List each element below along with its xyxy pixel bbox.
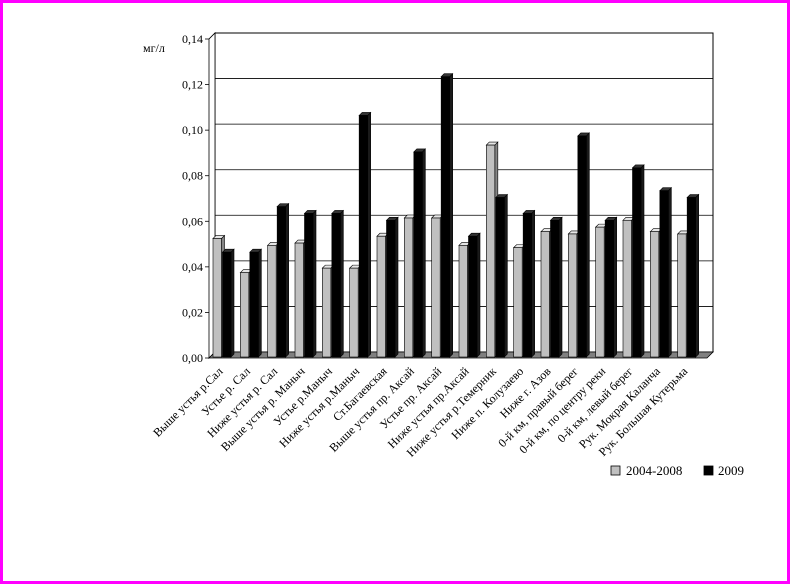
y-tick-label: 0,12 <box>182 78 203 92</box>
bar-side-1-16 <box>668 186 672 358</box>
bar-side-1-15 <box>640 164 645 358</box>
y-tick-labels: 0,00 0,02 0,04 0,06 0,08 0,10 0,12 0,14 <box>182 32 203 365</box>
bar-2004-2008-14 <box>595 226 605 358</box>
legend-label-2009: 2009 <box>718 463 744 478</box>
bar-side-1-6 <box>394 216 399 358</box>
bar-side-1-17 <box>695 193 699 358</box>
y-tick-label: 0,02 <box>182 305 203 319</box>
bar-side-1-2 <box>285 202 289 358</box>
bar-2004-2008-6 <box>376 235 386 358</box>
bar-2009-16 <box>659 190 669 358</box>
bar-side-1-9 <box>476 232 481 358</box>
bar-2004-2008-2 <box>267 245 277 358</box>
y-tick-label: 0,10 <box>182 123 203 137</box>
bar-side-1-3 <box>312 209 317 358</box>
bar-2004-2008-1 <box>240 272 250 358</box>
legend: 2004-2008 2009 <box>610 463 744 478</box>
bar-2009-13 <box>577 135 587 358</box>
bars <box>212 73 700 358</box>
bar-2009-6 <box>386 219 396 358</box>
bar-2004-2008-4 <box>322 267 332 358</box>
bar-2004-2008-0 <box>212 238 222 358</box>
bar-2009-11 <box>522 213 532 358</box>
bar-side-1-13 <box>586 132 590 358</box>
bar-2009-0 <box>222 251 232 358</box>
bar-side-1-1 <box>258 248 262 358</box>
bar-2004-2008-9 <box>458 245 468 358</box>
bar-side-1-10 <box>504 193 508 358</box>
y-tick-label: 0,14 <box>182 32 203 46</box>
bar-side-1-8 <box>449 73 453 358</box>
bar-side-1-14 <box>613 216 617 358</box>
bar-2009-1 <box>249 251 259 358</box>
y-tick-label: 0,08 <box>182 169 203 183</box>
bar-2004-2008-17 <box>677 233 687 358</box>
bar-side-1-7 <box>422 148 426 358</box>
bar-2004-2008-5 <box>349 267 359 358</box>
bar-2004-2008-12 <box>540 231 550 358</box>
y-tick-label: 0,06 <box>182 214 203 228</box>
bar-2009-12 <box>550 219 560 358</box>
bar-2009-17 <box>686 197 696 358</box>
legend-swatch-2009 <box>703 465 714 476</box>
bar-side-1-5 <box>367 111 371 358</box>
bar-2004-2008-15 <box>622 219 632 358</box>
bar-2009-3 <box>304 213 314 358</box>
bar-2009-5 <box>358 115 368 358</box>
bar-2004-2008-10 <box>486 144 496 358</box>
y-unit-label: мг/л <box>143 41 165 55</box>
bar-2004-2008-7 <box>404 217 414 358</box>
bar-2009-15 <box>632 167 642 358</box>
bar-2004-2008-13 <box>568 233 578 358</box>
y-tick-label: 0,04 <box>182 260 203 274</box>
bar-2009-8 <box>440 76 450 358</box>
bar-2009-7 <box>413 151 423 358</box>
bar-2004-2008-3 <box>294 242 304 358</box>
bar-side-1-4 <box>340 209 344 358</box>
bar-2009-14 <box>604 219 614 358</box>
bar-2009-9 <box>468 235 478 358</box>
bar-side-1-0 <box>230 248 235 358</box>
bar-2009-4 <box>331 213 341 358</box>
bar-2004-2008-11 <box>513 247 523 358</box>
bar-side-1-11 <box>531 209 535 358</box>
bar-side-1-12 <box>558 216 563 358</box>
legend-label-2004-2008: 2004-2008 <box>626 463 682 478</box>
bar-2004-2008-16 <box>650 231 660 358</box>
bar-2004-2008-8 <box>431 217 441 358</box>
bar-2009-10 <box>495 197 505 358</box>
bar-2009-2 <box>276 206 286 358</box>
legend-swatch-2004-2008 <box>610 465 621 476</box>
y-tick-label: 0,00 <box>182 351 203 365</box>
